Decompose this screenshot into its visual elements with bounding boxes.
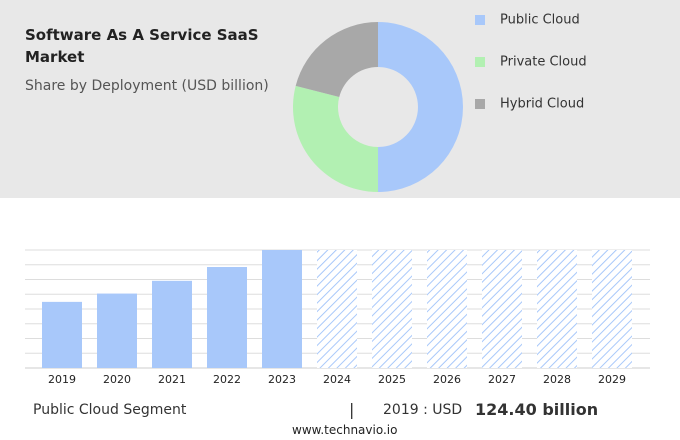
legend-label: Private Cloud: [500, 55, 587, 70]
footer-separator: |: [349, 400, 355, 419]
footer-source: www.technavio.io: [292, 423, 398, 437]
forecast-bar: [317, 250, 357, 368]
x-tick-label: 2029: [598, 373, 626, 386]
legend-swatch: [475, 15, 485, 25]
bar: [42, 301, 82, 368]
bar: [152, 280, 192, 368]
x-tick-label: 2020: [103, 373, 131, 386]
x-tick-label: 2028: [543, 373, 571, 386]
donut-slice: [293, 85, 378, 192]
x-tick-label: 2023: [268, 373, 296, 386]
forecast-bar: [372, 250, 412, 368]
forecast-bar: [482, 250, 522, 368]
x-tick-label: 2027: [488, 373, 516, 386]
x-tick-label: 2026: [433, 373, 461, 386]
forecast-bar: [592, 250, 632, 368]
legend-swatch: [475, 99, 485, 109]
chart-subtitle: Share by Deployment (USD billion): [25, 78, 269, 94]
x-tick-label: 2025: [378, 373, 406, 386]
x-tick-label: 2022: [213, 373, 241, 386]
forecast-bar: [537, 250, 577, 368]
x-tick-label: 2021: [158, 373, 186, 386]
bar: [262, 250, 302, 368]
x-tick-label: 2019: [48, 373, 76, 386]
x-tick-label: 2024: [323, 373, 351, 386]
bar: [97, 293, 137, 368]
footer-segment: Public Cloud Segment: [33, 402, 187, 418]
forecast-bar: [427, 250, 467, 368]
donut-slice: [378, 22, 463, 192]
chart-title: Software As A Service SaaS Market: [25, 26, 259, 66]
footer-value: 124.40 billion: [475, 400, 599, 419]
bar: [207, 267, 247, 368]
legend-label: Hybrid Cloud: [500, 97, 584, 112]
donut-slice: [295, 21, 378, 98]
footer-year: 2019 : USD: [383, 402, 463, 418]
legend-label: Public Cloud: [500, 13, 580, 28]
legend-swatch: [475, 57, 485, 67]
